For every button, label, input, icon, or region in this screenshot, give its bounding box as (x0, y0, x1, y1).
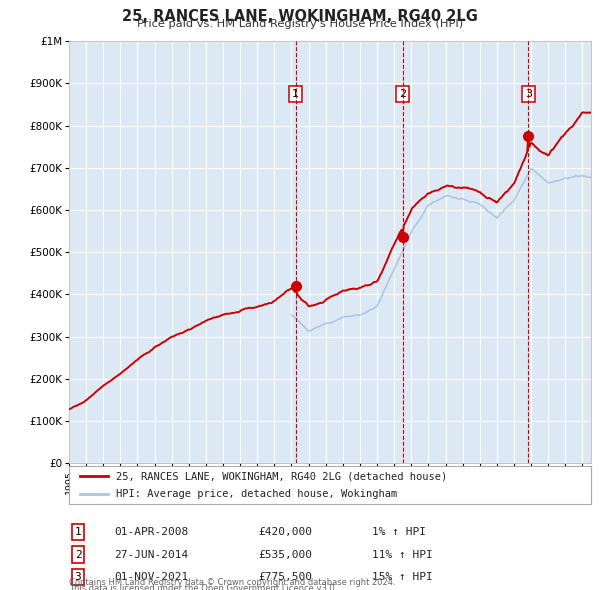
Text: 2: 2 (74, 550, 82, 559)
Text: 15% ↑ HPI: 15% ↑ HPI (372, 572, 433, 582)
Text: 27-JUN-2014: 27-JUN-2014 (114, 550, 188, 559)
Text: 11% ↑ HPI: 11% ↑ HPI (372, 550, 433, 559)
Text: £535,000: £535,000 (258, 550, 312, 559)
Text: £775,500: £775,500 (258, 572, 312, 582)
Text: 01-NOV-2021: 01-NOV-2021 (114, 572, 188, 582)
Text: Contains HM Land Registry data © Crown copyright and database right 2024.: Contains HM Land Registry data © Crown c… (69, 578, 395, 587)
Text: HPI: Average price, detached house, Wokingham: HPI: Average price, detached house, Woki… (116, 489, 397, 499)
Text: Price paid vs. HM Land Registry's House Price Index (HPI): Price paid vs. HM Land Registry's House … (137, 19, 463, 30)
Text: 3: 3 (74, 572, 82, 582)
Text: 25, RANCES LANE, WOKINGHAM, RG40 2LG: 25, RANCES LANE, WOKINGHAM, RG40 2LG (122, 9, 478, 24)
Text: £420,000: £420,000 (258, 527, 312, 537)
Text: 1% ↑ HPI: 1% ↑ HPI (372, 527, 426, 537)
Text: This data is licensed under the Open Government Licence v3.0.: This data is licensed under the Open Gov… (69, 584, 337, 590)
Text: 2: 2 (399, 89, 406, 99)
Text: 25, RANCES LANE, WOKINGHAM, RG40 2LG (detached house): 25, RANCES LANE, WOKINGHAM, RG40 2LG (de… (116, 471, 447, 481)
Text: 1: 1 (74, 527, 82, 537)
Text: 3: 3 (524, 89, 532, 99)
Text: 1: 1 (292, 89, 299, 99)
Text: 01-APR-2008: 01-APR-2008 (114, 527, 188, 537)
